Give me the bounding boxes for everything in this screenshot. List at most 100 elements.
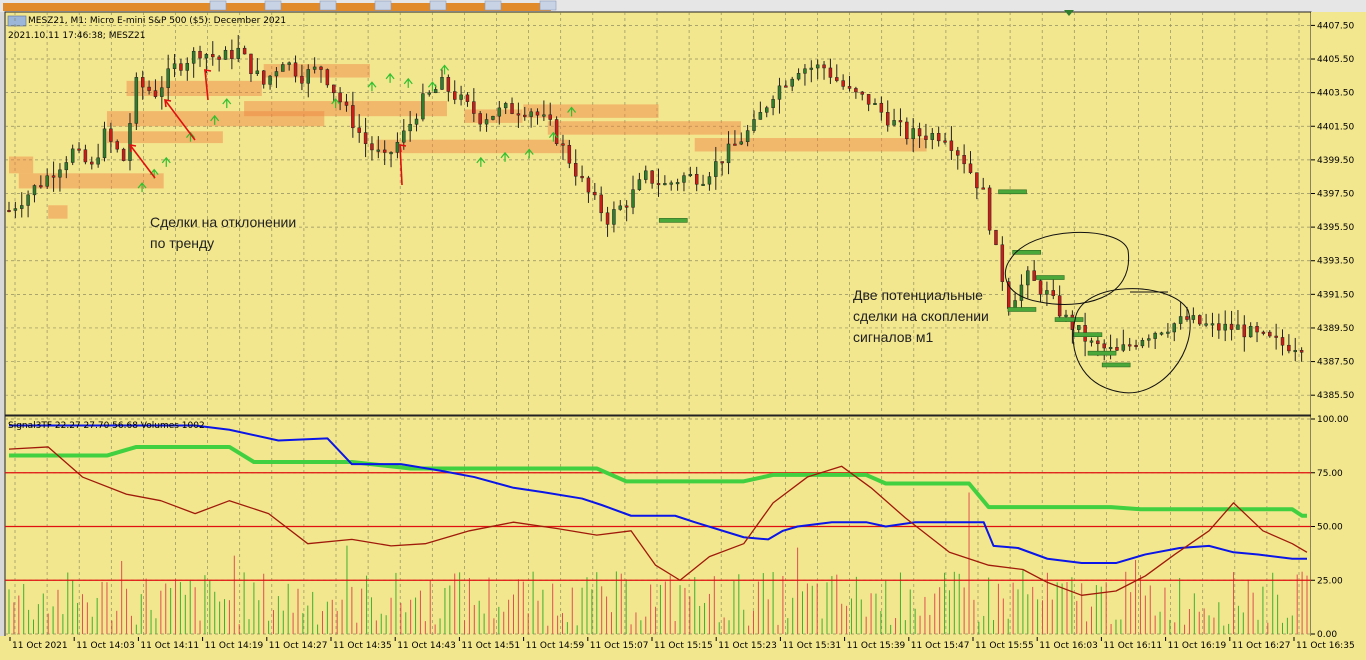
toolbar-icon — [539, 0, 557, 11]
candle-body — [109, 128, 113, 142]
chart-symbol-title: MESZ21, M1: Micro E-mini S&P 500 ($5): D… — [28, 16, 287, 26]
candle-body — [1210, 323, 1215, 326]
candle-body — [77, 148, 81, 151]
price-tick-label: 4399.50 — [1317, 156, 1354, 166]
candle-body — [631, 189, 635, 208]
trade-level-bar — [1101, 362, 1131, 368]
candle-body — [70, 148, 75, 163]
candle-body — [548, 114, 552, 120]
candle-body — [701, 183, 705, 186]
candle-body — [204, 54, 209, 59]
candle-body — [402, 130, 406, 143]
candle-body — [943, 140, 947, 143]
candle-body — [1147, 338, 1151, 341]
time-tick-label: 11 Oct 14:35 — [333, 641, 392, 651]
candle-body — [1293, 350, 1297, 353]
candle-body — [924, 135, 928, 140]
price-tick-label: 4387.50 — [1317, 358, 1354, 368]
trade-level-bar — [998, 189, 1027, 195]
candle-body — [663, 183, 667, 186]
candle-body — [312, 66, 317, 70]
candle-body — [268, 75, 272, 85]
candle-body — [688, 173, 693, 176]
candle-body — [446, 77, 451, 92]
candle-body — [491, 115, 495, 120]
candle-body — [1089, 340, 1094, 343]
candle-body — [306, 69, 311, 84]
candle-body — [777, 85, 782, 100]
candle-body — [733, 143, 737, 146]
candle-body — [1255, 325, 1259, 333]
candle-body — [376, 149, 381, 152]
drawn-arrows — [129, 69, 407, 186]
candle-body — [828, 67, 833, 78]
candle-body — [694, 173, 699, 185]
candle-body — [866, 94, 871, 105]
time-tick-label: 11 Oct 16:35 — [1296, 641, 1355, 651]
indicator-label: Signal3TF 22.27 27.70 56.68 Volumes 1002 — [8, 421, 205, 431]
price-tick-label: 4405.50 — [1317, 55, 1354, 65]
candle-body — [287, 62, 291, 65]
candle-body — [102, 128, 107, 159]
candle-body — [121, 148, 126, 161]
candle-body — [644, 170, 648, 180]
candle-body — [879, 102, 884, 113]
trade-level-bar — [1035, 275, 1065, 280]
orange-zone — [523, 104, 659, 118]
candle-body — [1153, 332, 1157, 339]
candle-body — [128, 123, 132, 161]
candle-body — [198, 50, 202, 59]
candle-body — [682, 175, 686, 183]
candle-body — [472, 101, 476, 114]
price-tick-label: 4403.50 — [1317, 89, 1354, 99]
candle-body — [936, 133, 941, 142]
candle-body — [885, 112, 890, 126]
chart-window-icon — [7, 15, 27, 27]
toolbar-icon — [209, 0, 227, 11]
orange-zone — [106, 111, 325, 127]
candle-body — [835, 77, 839, 81]
candle-body — [860, 91, 864, 95]
candle-body — [956, 150, 960, 156]
candle-body — [20, 205, 24, 209]
candle-body — [854, 88, 858, 93]
candle-body — [1045, 290, 1049, 295]
candle-body — [484, 119, 489, 125]
price-tick-label: 4395.50 — [1317, 223, 1354, 233]
time-tick-label: 11 Oct 16:27 — [1232, 641, 1291, 651]
candle-body — [1019, 284, 1024, 301]
candle-body — [765, 107, 769, 113]
candle-body — [605, 212, 610, 225]
candle-body — [382, 149, 387, 153]
candle-body — [274, 71, 279, 77]
candle-body — [370, 143, 374, 151]
candle-body — [58, 169, 62, 178]
candle-body — [338, 92, 342, 103]
candles — [7, 35, 1304, 362]
candle-body — [459, 94, 463, 100]
candle-body — [45, 175, 49, 187]
candle-body — [599, 194, 603, 214]
candle-body — [726, 143, 731, 164]
time-tick-label: 11 Oct 15:39 — [847, 641, 906, 651]
candle-body — [567, 145, 572, 164]
candle-body — [1121, 344, 1126, 351]
drawn-circle-icon — [1072, 288, 1191, 394]
time-tick-label: 11 Oct 15:47 — [911, 641, 970, 651]
candle-body — [293, 62, 298, 77]
orange-zone — [547, 121, 741, 135]
candle-body — [185, 63, 190, 71]
toolbar-icon — [429, 0, 447, 11]
candle-body — [1070, 314, 1075, 330]
candle-body — [1280, 337, 1285, 346]
signal-blue-line — [9, 424, 1307, 565]
orange-zone — [694, 138, 927, 152]
time-tick-label: 11 Oct 14:03 — [76, 641, 135, 651]
candle-body — [211, 54, 215, 58]
candle-body — [1261, 331, 1266, 334]
candle-body — [1166, 331, 1170, 334]
time-tick-label: 11 Oct 16:03 — [1039, 641, 1098, 651]
candle-body — [796, 73, 801, 80]
candle-body — [217, 56, 221, 60]
